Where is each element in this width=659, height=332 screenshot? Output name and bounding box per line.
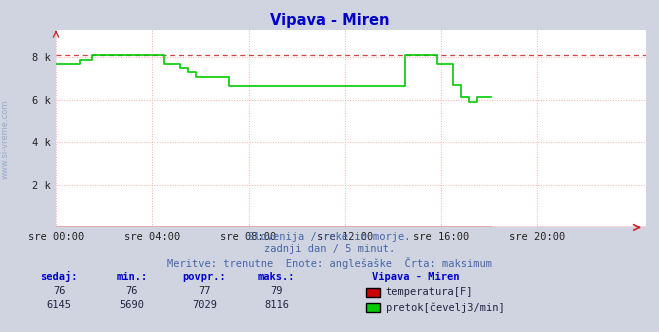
Text: Vipava - Miren: Vipava - Miren [372, 272, 460, 282]
Text: Meritve: trenutne  Enote: anglešaške  Črta: maksimum: Meritve: trenutne Enote: anglešaške Črta… [167, 257, 492, 269]
Text: min.:: min.: [116, 272, 148, 282]
Text: sedaj:: sedaj: [41, 271, 78, 282]
Text: pretok[čevelj3/min]: pretok[čevelj3/min] [386, 302, 504, 313]
Text: povpr.:: povpr.: [183, 272, 226, 282]
Text: 8116: 8116 [264, 300, 289, 310]
Text: 7029: 7029 [192, 300, 217, 310]
Text: 76: 76 [126, 286, 138, 296]
Text: Vipava - Miren: Vipava - Miren [270, 13, 389, 28]
Text: 79: 79 [271, 286, 283, 296]
Text: Slovenija / reke in morje.: Slovenija / reke in morje. [248, 232, 411, 242]
Text: www.si-vreme.com: www.si-vreme.com [1, 100, 10, 179]
Text: 76: 76 [53, 286, 65, 296]
Text: maks.:: maks.: [258, 272, 295, 282]
Text: 5690: 5690 [119, 300, 144, 310]
Text: zadnji dan / 5 minut.: zadnji dan / 5 minut. [264, 244, 395, 254]
Text: 77: 77 [198, 286, 210, 296]
Text: 6145: 6145 [47, 300, 72, 310]
Text: temperatura[F]: temperatura[F] [386, 288, 473, 297]
